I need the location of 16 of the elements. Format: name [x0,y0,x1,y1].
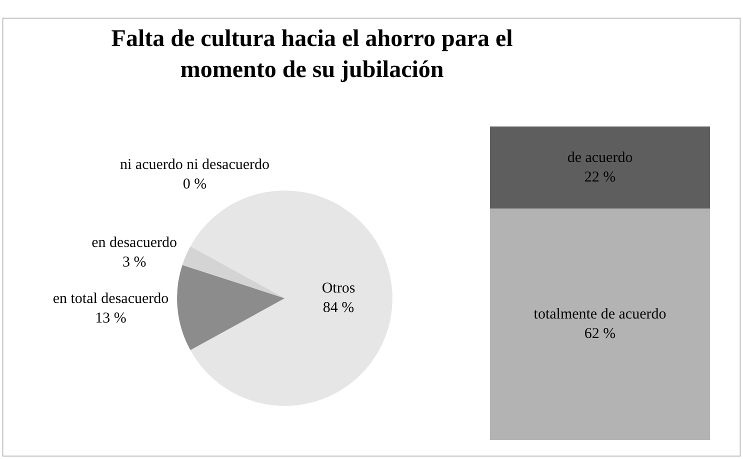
data-label: 3 % [122,254,146,270]
data-label: 22 % [584,169,616,186]
chart-title: Falta de cultura hacia el ahorro para el momento de su jubilación [111,26,514,84]
data-label: 84 % [322,300,354,316]
pie-slice [190,190,392,406]
text: 0 % [182,176,207,192]
category-label: ni acuerdo ni desacuerdo [120,157,270,173]
pie-slice [177,264,285,350]
series-label: de acuerdo [567,150,633,166]
data-label: 13 % [95,310,126,326]
series-label: totalmente de acuerdo [534,306,666,323]
pie-slice [182,246,285,298]
slice-label: Otros [322,280,356,296]
slice-label: en total desacuerdo [52,290,169,307]
slice-label: en desacuerdo [92,234,178,251]
data-label: 62 % [584,326,616,342]
